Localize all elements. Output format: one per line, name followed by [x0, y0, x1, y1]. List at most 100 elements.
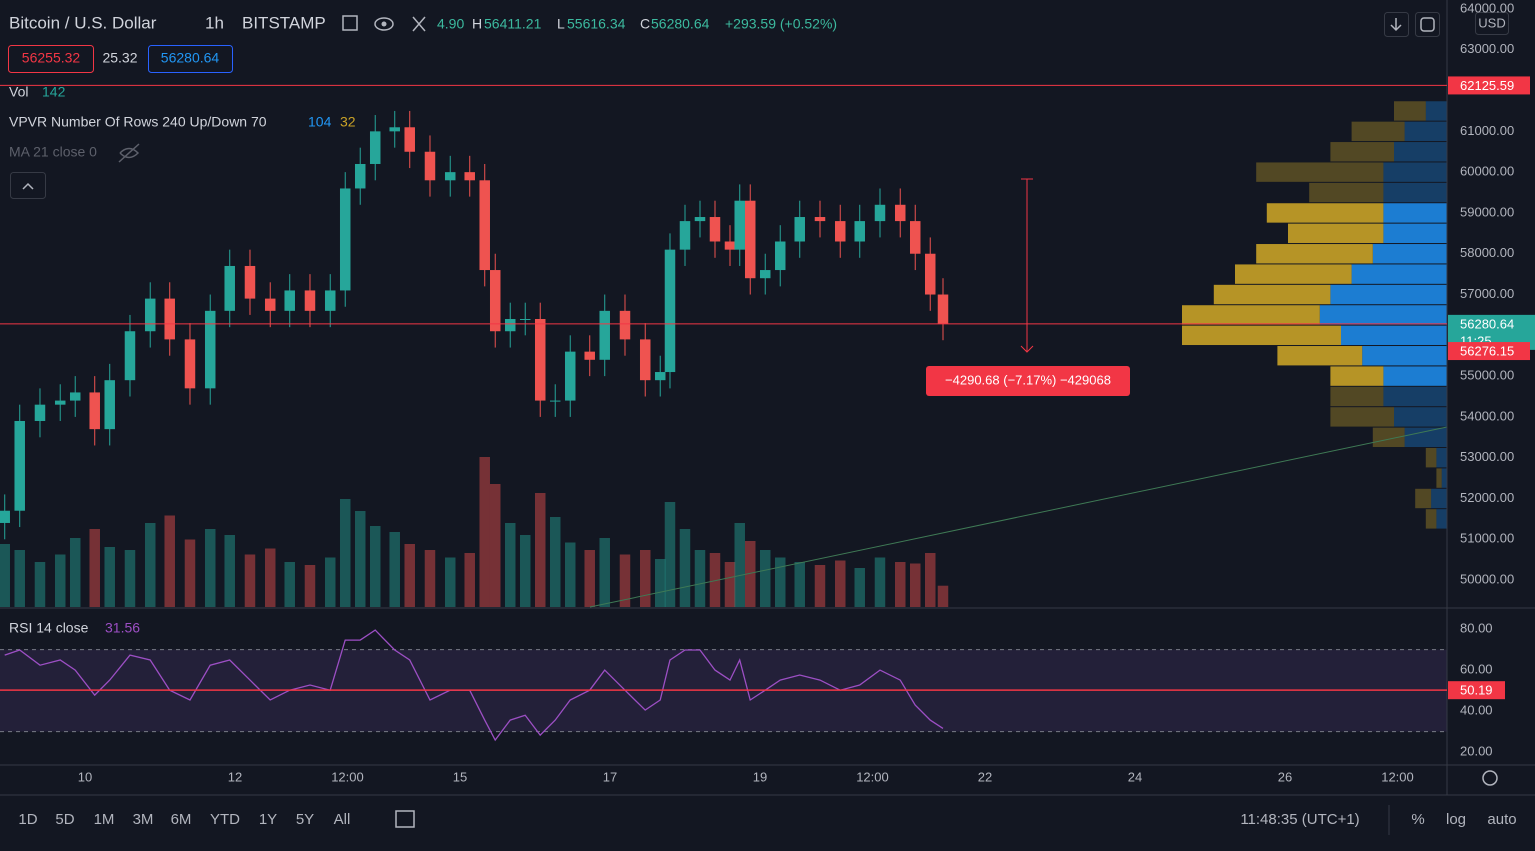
- volume-bar: [744, 541, 756, 607]
- candle-body: [369, 131, 381, 164]
- volume-bar: [479, 457, 490, 607]
- y-tick-label: 53000.00: [1460, 449, 1514, 464]
- volume-bar: [564, 542, 576, 607]
- rsi-line: [4, 629, 944, 742]
- eye-icon[interactable]: [374, 17, 394, 31]
- candle-body: [224, 265, 235, 311]
- range-button[interactable]: 5D: [55, 811, 74, 828]
- volume-bar: [874, 557, 886, 607]
- icon[interactable]: [342, 15, 358, 31]
- profile-up: [1436, 447, 1447, 468]
- profile-up: [1404, 427, 1447, 447]
- profile-up: [1394, 407, 1447, 427]
- profile-down: [1309, 182, 1384, 203]
- candle-body: [584, 351, 595, 360]
- volume-bar: [639, 550, 651, 607]
- y-tick-label: 50000.00: [1460, 572, 1514, 587]
- fullscreen-button[interactable]: [1415, 12, 1440, 37]
- fullscreen-icon: [1420, 17, 1435, 32]
- rsi-legend[interactable]: RSI 14 close: [9, 620, 89, 636]
- volume-bar: [584, 550, 595, 607]
- y-tick-label: 54000.00: [1460, 408, 1514, 423]
- profile-down: [1277, 346, 1363, 366]
- volume-bar: [324, 557, 336, 607]
- last-price: 56280.64: [1460, 316, 1514, 331]
- candle-body: [69, 392, 81, 401]
- ohlc-change: +293.59 (+0.52%): [725, 16, 837, 32]
- more-icon[interactable]: [412, 16, 426, 32]
- candle-body: [284, 290, 295, 311]
- range-button[interactable]: 1M: [94, 811, 115, 828]
- x-tick-label: 24: [1128, 769, 1142, 784]
- date-range-icon[interactable]: [395, 810, 415, 828]
- candle-body: [304, 290, 316, 311]
- collapse-button[interactable]: [10, 172, 46, 199]
- price-label-box: [1448, 76, 1530, 95]
- volume-bar: [599, 538, 610, 607]
- interval[interactable]: 1h: [205, 13, 224, 32]
- y-tick-label: 51000.00: [1460, 531, 1514, 546]
- ma-legend[interactable]: MA 21 close 0: [9, 144, 97, 160]
- ohlc-high: 56411.21: [484, 16, 542, 32]
- hidden-icon[interactable]: [118, 143, 140, 163]
- candle-body: [504, 319, 516, 332]
- percent-toggle[interactable]: %: [1411, 811, 1424, 828]
- collapse-icon: [22, 182, 34, 190]
- range-button[interactable]: 3M: [133, 811, 154, 828]
- profile-down: [1372, 427, 1405, 447]
- volume-bar: [369, 526, 381, 607]
- x-tick-label: 26: [1278, 769, 1292, 784]
- y-tick-label: 58000.00: [1460, 245, 1514, 260]
- volume-bar: [404, 544, 415, 607]
- profile-down: [1266, 203, 1384, 223]
- scroll-button[interactable]: [1384, 12, 1409, 37]
- candle-body: [759, 270, 771, 279]
- candle-body: [124, 331, 136, 381]
- candle-body: [774, 241, 786, 271]
- y-tick-label: 64000.00: [1460, 0, 1514, 15]
- trend-line[interactable]: [589, 426, 1448, 608]
- volume-bar: [304, 565, 316, 607]
- log-toggle[interactable]: log: [1446, 811, 1466, 828]
- candle-body: [184, 339, 196, 389]
- range-button[interactable]: 6M: [171, 811, 192, 828]
- range-button[interactable]: YTD: [210, 811, 240, 828]
- symbol[interactable]: Bitcoin / U.S. Dollar: [9, 13, 157, 32]
- range-button[interactable]: 1Y: [259, 811, 277, 828]
- settings-icon[interactable]: [1482, 770, 1498, 786]
- ohlc-low: 55616.34: [567, 16, 626, 32]
- y-tick-label: 80.00: [1460, 621, 1493, 636]
- buy-button[interactable]: [148, 45, 233, 73]
- profile-down: [1182, 325, 1341, 346]
- profile-down: [1330, 386, 1384, 407]
- sell-button[interactable]: [8, 45, 94, 73]
- volume-bar: [124, 550, 136, 607]
- volume-bar: [534, 493, 546, 607]
- volume-bar: [104, 547, 115, 607]
- range-button[interactable]: All: [334, 811, 351, 828]
- candle-body: [924, 253, 936, 295]
- candle-body: [489, 270, 501, 332]
- eye-pupil: [381, 21, 387, 27]
- candle-body: [444, 172, 456, 181]
- candle-body: [679, 221, 691, 250]
- vpvr-legend[interactable]: VPVR Number Of Rows 240 Up/Down 70: [9, 114, 267, 130]
- measure-tool[interactable]: −4290.68 (−7.17%) −429068: [926, 178, 1130, 396]
- range-button[interactable]: 5Y: [296, 811, 314, 828]
- candle-body: [34, 404, 46, 421]
- volume-bar: [654, 559, 666, 607]
- y-tick-label: 61000.00: [1460, 123, 1514, 138]
- range-button[interactable]: 1D: [18, 811, 37, 828]
- candle-body: [794, 217, 805, 242]
- candle-body: [0, 510, 10, 523]
- candle-body: [404, 127, 415, 152]
- auto-toggle[interactable]: auto: [1487, 811, 1516, 828]
- candle-body: [244, 265, 256, 299]
- volume-bar: [0, 544, 10, 607]
- vol-legend[interactable]: Vol: [9, 84, 28, 100]
- candle-body: [144, 298, 156, 332]
- volume-bar: [909, 563, 921, 607]
- currency-box[interactable]: [1475, 12, 1509, 35]
- volume-bar: [619, 554, 631, 607]
